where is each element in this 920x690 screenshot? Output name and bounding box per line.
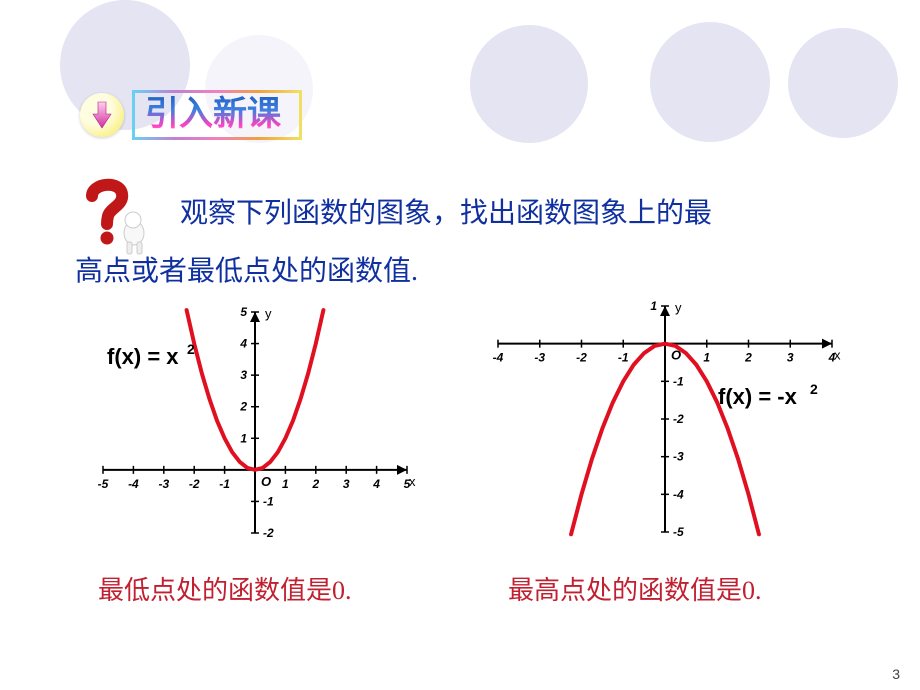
svg-text:-4: -4 <box>493 351 504 365</box>
svg-text:3: 3 <box>787 351 794 365</box>
svg-text:-1: -1 <box>263 494 274 508</box>
svg-text:-3: -3 <box>158 477 169 491</box>
svg-text:1: 1 <box>703 351 710 365</box>
question-mark-icon <box>72 178 167 258</box>
svg-text:y: y <box>675 300 682 315</box>
svg-text:-1: -1 <box>219 477 230 491</box>
svg-text:-5: -5 <box>98 477 109 491</box>
svg-text:4: 4 <box>239 337 247 351</box>
svg-text:-4: -4 <box>128 477 139 491</box>
svg-text:1: 1 <box>650 299 657 313</box>
svg-text:2: 2 <box>239 400 247 414</box>
svg-text:-1: -1 <box>673 374 684 388</box>
svg-text:3: 3 <box>343 477 350 491</box>
page-number: 3 <box>892 666 900 682</box>
decor-circle <box>650 22 770 142</box>
svg-text:2: 2 <box>744 351 752 365</box>
chart-parabola-up: -5-4-3-2-112345-2-112345xyOf(x) = x2 <box>85 300 425 545</box>
caption-left: 最低点处的函数值是0. <box>98 570 352 607</box>
svg-text:-2: -2 <box>673 412 684 426</box>
svg-text:-3: -3 <box>534 351 545 365</box>
section-header: 引入新课 <box>80 90 302 140</box>
arrow-down-icon <box>80 93 124 137</box>
svg-text:3: 3 <box>240 368 247 382</box>
svg-text:-2: -2 <box>576 351 587 365</box>
svg-text:2: 2 <box>311 477 319 491</box>
svg-text:-2: -2 <box>263 526 274 540</box>
svg-text:-4: -4 <box>673 487 684 501</box>
decor-circle <box>470 25 588 143</box>
svg-text:-3: -3 <box>673 450 684 464</box>
svg-text:-5: -5 <box>673 525 684 539</box>
svg-text:1: 1 <box>282 477 289 491</box>
svg-text:f(x) = x: f(x) = x <box>107 344 179 369</box>
body-text-line2: 高点或者最低点处的函数值. <box>75 250 860 295</box>
svg-text:1: 1 <box>240 431 247 445</box>
svg-text:y: y <box>265 306 272 321</box>
caption-right: 最高点处的函数值是0. <box>508 570 762 607</box>
svg-text:2: 2 <box>187 341 195 357</box>
svg-text:O: O <box>261 474 271 489</box>
title-frame: 引入新课 <box>132 90 302 140</box>
svg-text:-1: -1 <box>618 351 629 365</box>
svg-text:x: x <box>409 474 416 489</box>
body-text-line1: 观察下列函数的图象，找出函数图象上的最 <box>180 192 860 237</box>
svg-text:-2: -2 <box>189 477 200 491</box>
chart-parabola-down: -4-3-2-11234-5-4-3-2-11xyOf(x) = -x2 <box>480 294 850 544</box>
title-text: 引入新课 <box>145 95 281 133</box>
svg-text:5: 5 <box>240 305 247 319</box>
svg-text:f(x) = -x: f(x) = -x <box>718 384 798 409</box>
svg-text:2: 2 <box>810 381 818 397</box>
svg-text:4: 4 <box>372 477 380 491</box>
svg-text:x: x <box>834 348 841 363</box>
decor-circle <box>788 28 898 138</box>
